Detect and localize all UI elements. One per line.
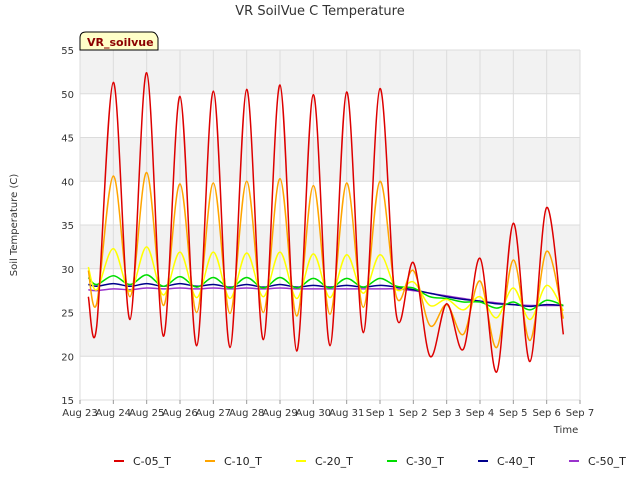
x-tick-label: Aug 30: [296, 408, 331, 419]
x-tick-label: Aug 24: [96, 408, 131, 419]
x-tick-label: Aug 23: [62, 408, 97, 419]
station-label-box: VR_soilvue: [79, 31, 159, 51]
x-tick-label: Sep 5: [499, 408, 527, 419]
legend-label-c-30-t: C-30_T: [406, 455, 444, 468]
legend-label-c-10-t: C-10_T: [224, 455, 262, 468]
plot-band: [80, 312, 580, 357]
legend-label-c-20-t: C-20_T: [315, 455, 353, 468]
x-tick-label: Sep 7: [566, 408, 594, 419]
x-tick-label: Sep 6: [532, 408, 560, 419]
x-axis-title: Time: [553, 425, 578, 436]
x-tick-label: Aug 28: [229, 408, 264, 419]
x-tick-label: Aug 29: [262, 408, 297, 419]
y-tick-label: 50: [61, 90, 74, 101]
series-line-c-05-t: [87, 71, 565, 373]
x-tick-label: Aug 31: [329, 408, 364, 419]
plot-bands: [80, 50, 580, 357]
y-tick-label: 20: [61, 352, 74, 363]
y-tick-label: 30: [61, 265, 74, 276]
chart-title: VR SoilVue C Temperature: [235, 4, 404, 19]
y-axis-ticks: 15 20 25 30 35 40 45 50 55: [61, 46, 74, 407]
y-tick-label: 45: [61, 134, 74, 145]
y-tick-label: 15: [61, 396, 74, 407]
x-tick-label: Sep 3: [432, 408, 460, 419]
x-tick-label: Sep 4: [466, 408, 494, 419]
x-tick-label: Sep 2: [399, 408, 427, 419]
x-tick-label: Aug 26: [162, 408, 197, 419]
plot-band: [80, 225, 580, 269]
series-line-c-20-t: [87, 246, 564, 321]
legend-label-c-50-t: C-50_T: [588, 455, 626, 468]
legend-label-c-05-t: C-05_T: [133, 455, 171, 468]
x-tick-label: Aug 27: [196, 408, 231, 419]
plot-band: [80, 50, 580, 94]
series-lines: [87, 71, 565, 373]
series-line-c-30-t: [87, 274, 564, 311]
plot-band: [80, 137, 580, 182]
legend-label-c-40-t: C-40_T: [497, 455, 535, 468]
y-axis-title: Soil Temperature (C): [9, 174, 20, 277]
y-tick-label: 25: [61, 309, 74, 320]
y-tick-label: 40: [61, 177, 74, 188]
x-tick-label: Aug 25: [129, 408, 164, 419]
station-label: VR_soilvue: [87, 36, 154, 49]
y-tick-label: 35: [61, 221, 74, 232]
x-tick-label: Sep 1: [366, 408, 394, 419]
grid-lines: [79, 49, 581, 401]
y-tick-label: 55: [61, 46, 74, 57]
legend: C-05_T C-10_T C-20_T C-30_T C-40_T C-50_T: [114, 455, 626, 468]
